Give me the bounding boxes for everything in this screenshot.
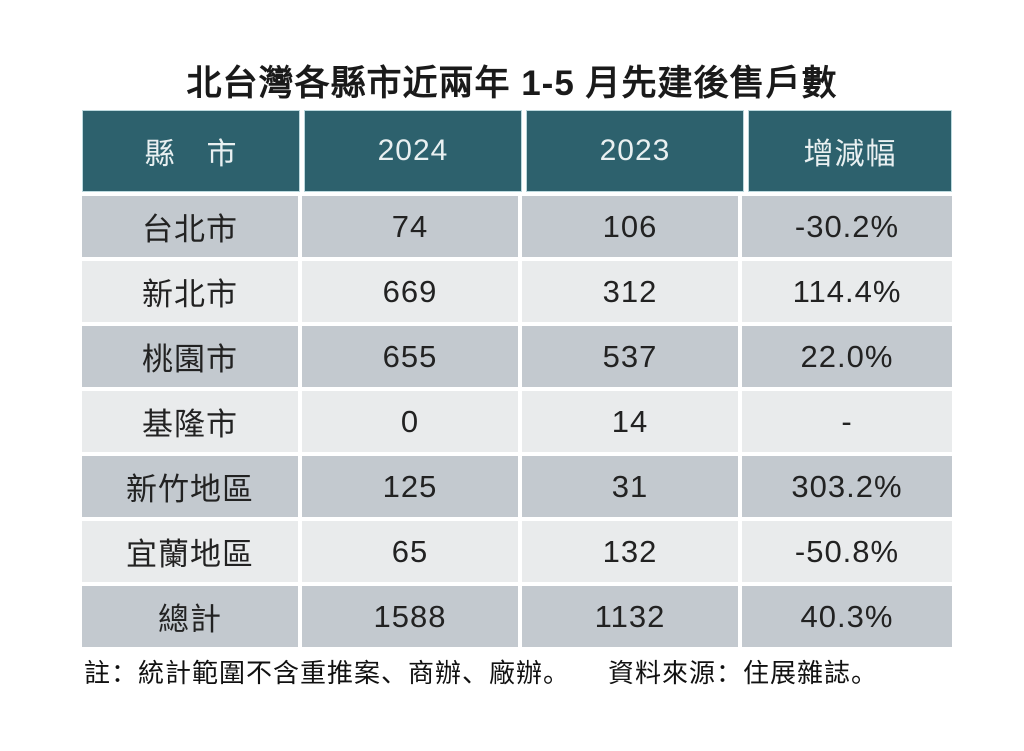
region-cell: 台北市 xyxy=(82,196,298,257)
region-cell: 桃園市 xyxy=(82,326,298,387)
data-table: 縣 市 2024 2023 增減幅 台北市 74 106 -30.2% 新北市 … xyxy=(82,110,952,651)
change-cell: -30.2% xyxy=(742,196,952,257)
change-cell: - xyxy=(742,391,952,452)
footnote: 註：統計範圍不含重推案、商辦、廠辦。 資料來源：住展雜誌。 xyxy=(84,655,878,691)
value-2024-cell: 74 xyxy=(302,196,518,257)
value-2024-cell: 1588 xyxy=(302,586,518,647)
change-cell: 40.3% xyxy=(742,586,952,647)
value-2023-cell: 1132 xyxy=(522,586,738,647)
region-cell: 新北市 xyxy=(82,261,298,322)
value-2023-cell: 312 xyxy=(522,261,738,322)
value-2023-cell: 14 xyxy=(522,391,738,452)
table-row-yilan: 宜蘭地區 65 132 -50.8% xyxy=(82,521,952,582)
page-title: 北台灣各縣市近兩年 1-5 月先建後售戶數 xyxy=(186,64,838,103)
region-cell: 基隆市 xyxy=(82,391,298,452)
value-2023-cell: 31 xyxy=(522,456,738,517)
value-2024-cell: 655 xyxy=(302,326,518,387)
region-cell: 宜蘭地區 xyxy=(82,521,298,582)
value-2023-cell: 537 xyxy=(522,326,738,387)
table-header-row: 縣 市 2024 2023 增減幅 xyxy=(82,110,952,192)
table-row-hsinchu: 新竹地區 125 31 303.2% xyxy=(82,456,952,517)
region-cell: 新竹地區 xyxy=(82,456,298,517)
table-row-taoyuan: 桃園市 655 537 22.0% xyxy=(82,326,952,387)
value-2024-cell: 125 xyxy=(302,456,518,517)
footnote-source: 資料來源：住展雜誌。 xyxy=(608,658,879,688)
region-cell: 總計 xyxy=(82,586,298,647)
column-header-change: 增減幅 xyxy=(748,110,952,192)
value-2024-cell: 0 xyxy=(302,391,518,452)
change-cell: 303.2% xyxy=(742,456,952,517)
table-row-keelung: 基隆市 0 14 - xyxy=(82,391,952,452)
footnote-scope: 註：統計範圍不含重推案、商辦、廠辦。 xyxy=(84,658,571,688)
column-header-2024: 2024 xyxy=(304,110,522,192)
value-2024-cell: 65 xyxy=(302,521,518,582)
change-cell: 114.4% xyxy=(742,261,952,322)
change-cell: -50.8% xyxy=(742,521,952,582)
change-cell: 22.0% xyxy=(742,326,952,387)
table-row-taipei: 台北市 74 106 -30.2% xyxy=(82,196,952,257)
value-2024-cell: 669 xyxy=(302,261,518,322)
column-header-2023: 2023 xyxy=(526,110,744,192)
value-2023-cell: 132 xyxy=(522,521,738,582)
table-row-newtaipei: 新北市 669 312 114.4% xyxy=(82,261,952,322)
table-row-total: 總計 1588 1132 40.3% xyxy=(82,586,952,647)
column-header-region: 縣 市 xyxy=(82,110,300,192)
value-2023-cell: 106 xyxy=(522,196,738,257)
